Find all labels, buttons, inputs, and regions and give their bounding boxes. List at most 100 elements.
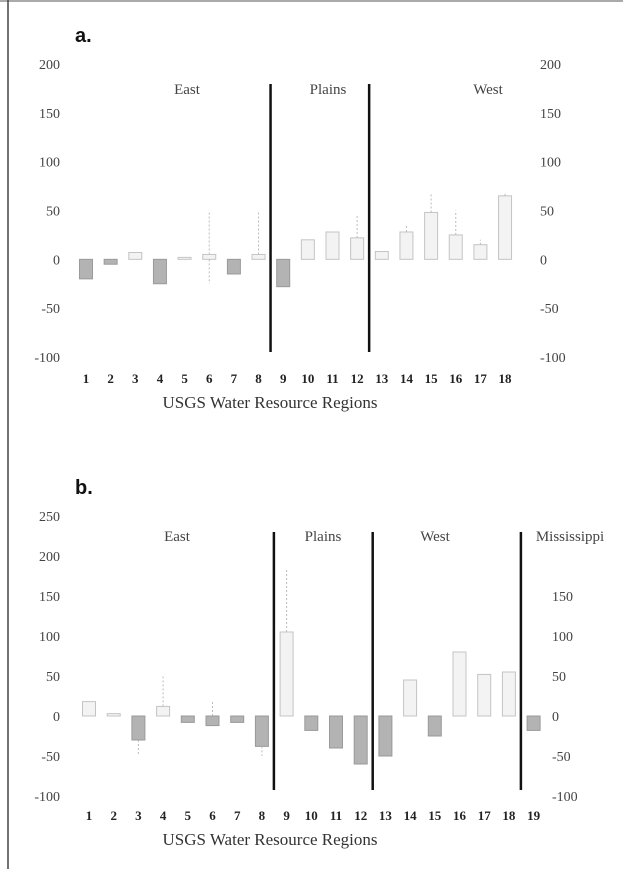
y-tick-left: -100: [34, 790, 60, 805]
bar-region-7: [226, 258, 241, 275]
x-tick-6: 6: [206, 371, 213, 386]
x-tick-18: 18: [502, 808, 516, 823]
y-tick-right: 0: [552, 710, 559, 725]
bar-region-14: [399, 231, 414, 260]
y-tick-left: 200: [39, 58, 60, 73]
x-tick-3: 3: [135, 808, 142, 823]
x-tick-9: 9: [283, 808, 290, 823]
x-tick-5: 5: [185, 808, 192, 823]
bar-region-17: [477, 673, 492, 717]
region-label-plains: Plains: [310, 82, 347, 98]
bar-region-13: [378, 715, 393, 757]
x-tick-14: 14: [400, 371, 414, 386]
bar-region-15: [424, 211, 439, 260]
bar-region-8: [254, 715, 269, 747]
y-tick-right: 50: [552, 670, 566, 685]
y-tick-left: 50: [46, 670, 60, 685]
y-tick-left: 0: [53, 710, 60, 725]
bar-region-6: [205, 715, 220, 727]
y-tick-right: 150: [540, 107, 561, 122]
y-tick-left: 100: [39, 630, 60, 645]
x-tick-6: 6: [209, 808, 216, 823]
bar-region-11: [329, 715, 343, 749]
x-tick-16: 16: [453, 808, 467, 823]
bar-region-9: [276, 258, 291, 288]
x-tick-17: 17: [474, 371, 488, 386]
bar-region-18: [498, 195, 513, 260]
y-tick-left: 200: [39, 550, 60, 565]
y-tick-right: 150: [552, 590, 573, 605]
bar-region-9: [279, 631, 294, 717]
bar-region-16: [448, 234, 463, 260]
bar-region-4: [152, 258, 167, 285]
region-label-west: West: [473, 82, 503, 98]
y-tick-right: 0: [540, 253, 547, 268]
bar-region-10: [304, 715, 319, 731]
region-label-mississippi: Mississippi: [536, 529, 604, 545]
x-tick-13: 13: [379, 808, 393, 823]
x-tick-15: 15: [428, 808, 442, 823]
bar-region-14: [403, 679, 418, 717]
x-axis-label: USGS Water Resource Regions: [162, 393, 377, 412]
y-tick-right: -100: [540, 351, 566, 366]
y-tick-left: -100: [34, 351, 60, 366]
bar-region-5: [180, 715, 195, 723]
chart-a: a. -100 -50 0 50 100 150 200 -100 -50 0 50 100 150 200…: [34, 25, 565, 412]
region-label-east: East: [174, 82, 201, 98]
x-tick-18: 18: [499, 371, 513, 386]
chart-b: b. -100 -50 0 50 100 150 200 250 -100 -50 0 50 100 150…: [34, 477, 604, 849]
bar-region-12: [350, 237, 365, 260]
bar-region-16: [452, 651, 467, 717]
y-tick-right: 50: [540, 205, 554, 220]
bar-region-6: [202, 253, 217, 260]
y-tick-left: 150: [39, 590, 60, 605]
x-tick-19: 19: [527, 808, 541, 823]
x-tick-17: 17: [478, 808, 492, 823]
bar-region-18: [501, 671, 516, 717]
bar-region-2: [106, 713, 121, 717]
panel-label: b.: [75, 477, 93, 499]
bar-region-4: [156, 705, 171, 717]
x-tick-14: 14: [404, 808, 418, 823]
x-tick-4: 4: [157, 371, 164, 386]
bar-region-2: [103, 258, 118, 265]
bar-region-1: [82, 701, 96, 717]
bar-region-13: [374, 251, 389, 260]
bar-region-7: [230, 715, 245, 723]
y-tick-right: -50: [540, 302, 559, 317]
y-tick-left: 0: [53, 253, 60, 268]
x-tick-11: 11: [330, 808, 342, 823]
x-tick-1: 1: [83, 371, 90, 386]
x-tick-1: 1: [86, 808, 93, 823]
x-tick-3: 3: [132, 371, 139, 386]
y-tick-right: -50: [552, 750, 571, 765]
bar-region-11: [325, 231, 340, 260]
y-tick-left: -50: [41, 750, 60, 765]
x-tick-8: 8: [259, 808, 266, 823]
x-tick-2: 2: [110, 808, 117, 823]
x-tick-5: 5: [181, 371, 188, 386]
x-tick-15: 15: [425, 371, 439, 386]
bar-region-3: [128, 251, 143, 260]
y-tick-left: 150: [39, 107, 60, 122]
y-tick-left: 250: [39, 510, 60, 525]
x-tick-8: 8: [255, 371, 262, 386]
region-label-plains: Plains: [305, 529, 342, 545]
bar-region-5: [177, 256, 192, 260]
x-tick-12: 12: [354, 808, 367, 823]
x-tick-13: 13: [375, 371, 389, 386]
bar-region-15: [427, 715, 442, 737]
bar-region-10: [300, 239, 315, 260]
y-tick-right: 200: [540, 58, 561, 73]
bar-region-1: [79, 258, 93, 280]
x-tick-9: 9: [280, 371, 287, 386]
y-tick-left: 50: [46, 205, 60, 220]
bar-region-12: [353, 715, 368, 765]
y-tick-left: 100: [39, 156, 60, 171]
panel-label: a.: [75, 25, 92, 47]
x-tick-10: 10: [305, 808, 318, 823]
x-tick-7: 7: [234, 808, 241, 823]
y-tick-right: -100: [552, 790, 578, 805]
x-tick-11: 11: [326, 371, 338, 386]
bar-region-3: [131, 715, 146, 741]
